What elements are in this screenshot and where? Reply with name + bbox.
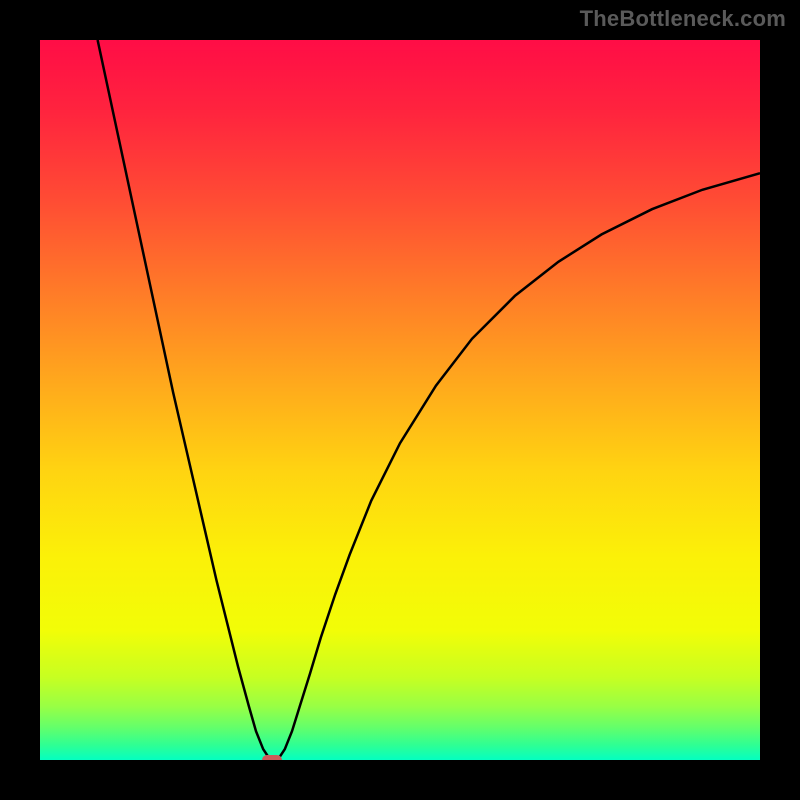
- optimal-point-marker: [262, 755, 282, 760]
- gradient-background: [40, 40, 760, 760]
- chart-svg: [40, 40, 760, 760]
- watermark-text: TheBottleneck.com: [580, 6, 786, 32]
- chart-area: [40, 40, 760, 760]
